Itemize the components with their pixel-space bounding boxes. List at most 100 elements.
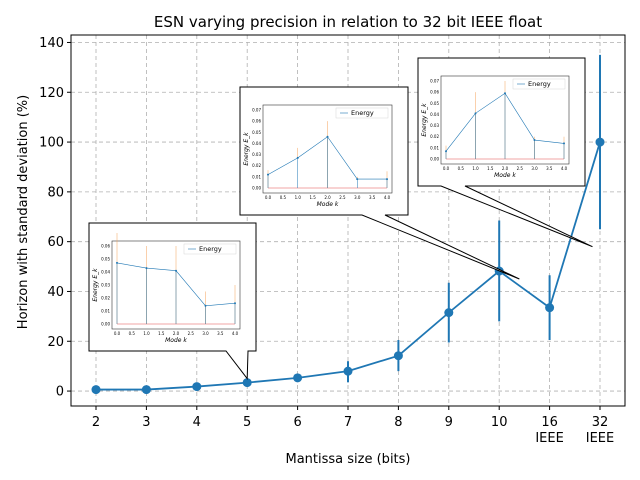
inset-x-tick-label: 2.0 <box>173 331 180 336</box>
inset-x-tick-label: 1.0 <box>143 331 150 336</box>
y-tick-label: 100 <box>39 136 64 151</box>
inset-x-tick-label: 3.5 <box>546 166 553 171</box>
x-tick-label: 5 <box>243 415 251 430</box>
x-tick-label: 2 <box>92 415 100 430</box>
data-point <box>242 378 252 388</box>
inset-x-tick-label: 4.0 <box>384 195 391 200</box>
inset-y-tick-label: 0.02 <box>430 134 439 139</box>
y-tick-label: 40 <box>47 285 64 300</box>
data-point <box>545 303 555 313</box>
inset-x-tick-label: 3.0 <box>202 331 209 336</box>
inset-y-tick-label: 0.02 <box>101 296 110 301</box>
inset-y-tick-label: 0.01 <box>430 145 439 150</box>
x-axis-label: Mantissa size (bits) <box>286 452 411 467</box>
inset-legend-label: Energy <box>199 245 222 253</box>
x-tick-label: 16 <box>541 415 558 430</box>
inset-x-label: Mode k <box>165 337 187 344</box>
inset-energy-point <box>145 267 148 270</box>
inset-y-label: Energy E_k <box>243 132 250 166</box>
inset-energy-point <box>267 173 269 176</box>
inset-x-tick-label: 0.5 <box>280 195 287 200</box>
x-tick-label: 4 <box>193 415 201 430</box>
inset-y-tick-label: 0.07 <box>430 79 439 84</box>
x-tick-label: 6 <box>293 415 301 430</box>
inset-y-tick-label: 0.00 <box>252 186 261 191</box>
inset-x-tick-label: 1.5 <box>158 331 165 336</box>
inset-energy-point <box>296 156 299 159</box>
inset-x-tick-label: 3.5 <box>217 331 224 336</box>
inset-x-tick-label: 3.0 <box>354 195 361 200</box>
inset-energy-point <box>563 142 565 145</box>
inset-y-tick-label: 0.06 <box>252 119 261 124</box>
data-point <box>343 366 353 376</box>
data-point <box>595 137 605 147</box>
inset-energy-point <box>116 261 118 264</box>
inset-x-label: Mode k <box>494 172 516 179</box>
y-axis: 0 20 40 60 80 100 120 140 <box>39 36 71 400</box>
inset-x-tick-label: 2.0 <box>324 195 331 200</box>
inset-x-tick-label: 0.0 <box>114 331 121 336</box>
inset-y-tick-label: 0.00 <box>430 157 439 162</box>
inset-energy-point <box>175 269 177 272</box>
inset-energy-point <box>204 304 207 307</box>
inset-x-tick-label: 1.5 <box>309 195 316 200</box>
inset-x-tick-label: 0.5 <box>458 166 465 171</box>
inset-energy-point <box>533 139 536 142</box>
inset-y-tick-label: 0.07 <box>252 108 261 113</box>
inset-y-tick-label: 0.03 <box>101 283 110 288</box>
inset-x-tick-label: 2.0 <box>502 166 509 171</box>
y-tick-label: 140 <box>39 36 64 51</box>
inset-energy-point <box>386 178 388 181</box>
inset-y-label: Energy E_k <box>92 268 99 302</box>
inset-x-tick-label: 4.0 <box>561 166 568 171</box>
x-tick-sublabel: IEEE <box>535 431 563 446</box>
inset-callout: 0.0 0.5 1.0 1.5 2.0 2.5 3.0 3.5 4.0 0.00 0.01 0.02 0… <box>417 57 593 248</box>
y-tick-label: 20 <box>47 335 64 350</box>
inset-x-tick-label: 1.0 <box>295 195 302 200</box>
inset-y-tick-label: 0.04 <box>252 141 261 146</box>
inset-y-tick-label: 0.01 <box>252 174 261 179</box>
y-tick-label: 0 <box>56 385 64 400</box>
inset-legend-box <box>183 243 237 255</box>
data-point <box>141 385 151 395</box>
inset-x-tick-label: 2.5 <box>339 195 346 200</box>
y-axis-label: Horizon with standard deviation (%) <box>16 95 31 329</box>
inset-y-tick-label: 0.02 <box>252 163 261 168</box>
inset-y-tick-label: 0.05 <box>101 257 110 262</box>
data-point <box>293 373 303 383</box>
inset-x-tick-label: 1.5 <box>487 166 494 171</box>
inset-y-tick-label: 0.06 <box>101 244 110 249</box>
inset-callout: 0.0 0.5 1.0 1.5 2.0 2.5 3.0 3.5 4.0 0.00 0.01 0.02 0… <box>88 222 257 381</box>
inset-legend-box <box>512 78 566 90</box>
inset-y-tick-label: 0.04 <box>430 112 439 117</box>
inset-y-tick-label: 0.05 <box>252 130 261 135</box>
inset-callout: 0.0 0.5 1.0 1.5 2.0 2.5 3.0 3.5 4.0 0.00 0.01 0.02 0… <box>239 86 520 280</box>
inset-x-tick-label: 0.5 <box>129 331 136 336</box>
data-point <box>444 308 454 318</box>
inset-y-tick-label: 0.06 <box>430 90 439 95</box>
y-tick-label: 80 <box>47 185 64 200</box>
inset-energy-point <box>234 302 236 305</box>
insets-group: 0.0 0.5 1.0 1.5 2.0 2.5 3.0 3.5 4.0 0.00 0.01 0.02 0… <box>88 57 593 381</box>
inset-x-tick-label: 4.0 <box>232 331 239 336</box>
inset-x-tick-label: 0.0 <box>265 195 272 200</box>
x-tick-sublabel: IEEE <box>586 431 614 446</box>
inset-energy-point <box>326 135 329 138</box>
chart-title: ESN varying precision in relation to 32 … <box>154 13 542 31</box>
inset-legend-label: Energy <box>351 109 374 117</box>
x-tick-label: 8 <box>394 415 402 430</box>
data-point <box>91 385 101 395</box>
inset-y-tick-label: 0.03 <box>252 152 261 157</box>
inset-y-tick-label: 0.01 <box>101 309 110 314</box>
inset-energy-point <box>356 178 359 181</box>
y-tick-label: 120 <box>39 86 64 101</box>
inset-y-label: Energy E_k <box>421 103 428 137</box>
inset-x-tick-label: 3.0 <box>531 166 538 171</box>
inset-y-tick-label: 0.04 <box>101 270 110 275</box>
inset-x-tick-label: 1.0 <box>472 166 479 171</box>
x-tick-label: 32 <box>592 415 609 430</box>
inset-y-tick-label: 0.03 <box>430 123 439 128</box>
x-tick-label: 9 <box>445 415 453 430</box>
inset-x-tick-label: 0.0 <box>443 166 450 171</box>
